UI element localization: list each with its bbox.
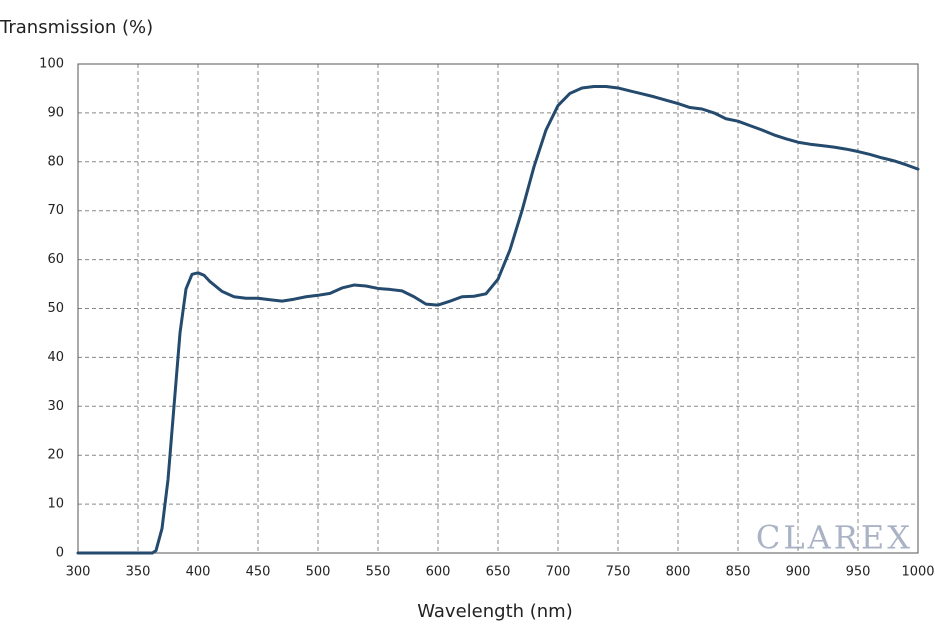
x-tick-label: 550 (366, 565, 391, 580)
y-tick-label: 10 (47, 497, 64, 512)
x-tick-label: 500 (306, 565, 331, 580)
watermark: CLAREX (756, 519, 913, 557)
y-tick-label: 0 (56, 546, 64, 561)
x-tick-label: 900 (786, 565, 811, 580)
y-tick-label: 80 (47, 154, 64, 169)
x-tick-label: 800 (666, 565, 691, 580)
x-tick-label: 450 (246, 565, 271, 580)
y-tick-label: 40 (47, 350, 64, 365)
x-tick-label: 600 (426, 565, 451, 580)
y-tick-label: 30 (47, 399, 64, 414)
x-tick-label: 700 (546, 565, 571, 580)
x-tick-label: 650 (486, 565, 511, 580)
y-tick-label: 70 (47, 203, 64, 218)
y-axis-label: Transmission (%) (0, 17, 153, 38)
y-tick-label: 20 (47, 448, 64, 463)
x-tick-label: 1000 (901, 565, 934, 580)
x-tick-label: 750 (606, 565, 631, 580)
line-series (76, 84, 920, 555)
x-axis-label: Wavelength (nm) (417, 601, 573, 622)
x-tick-label: 950 (846, 565, 871, 580)
y-tick-label: 60 (47, 252, 64, 267)
x-tick-label: 350 (126, 565, 151, 580)
y-tick-label: 90 (47, 105, 64, 120)
x-tick-label: 400 (186, 565, 211, 580)
x-tick-label: 850 (726, 565, 751, 580)
plot-frame (77, 63, 919, 554)
y-tick-label: 50 (47, 301, 64, 316)
y-tick-label: 100 (39, 57, 64, 72)
x-tick-label: 300 (66, 565, 91, 580)
